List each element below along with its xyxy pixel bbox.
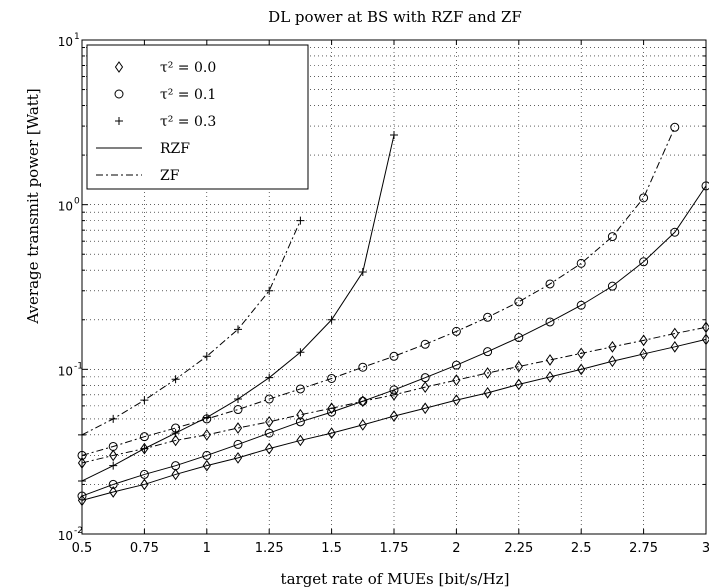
legend-label: τ² = 0.0 [160, 60, 216, 76]
y-tick-label-exponent: 1 [74, 32, 80, 42]
y-tick-label-exponent: -1 [74, 361, 83, 371]
x-tick-label: 2 [452, 541, 460, 556]
legend-label: RZF [160, 141, 190, 157]
x-tick-label: 1.75 [380, 541, 409, 556]
x-tick-label: 1.5 [321, 541, 342, 556]
y-tick-label: 10 [58, 529, 73, 543]
x-tick-label: 2.75 [629, 541, 658, 556]
x-tick-label: 1.25 [255, 541, 284, 556]
y-axis-label: Average transmit power [Watt] [24, 88, 42, 324]
legend-label: τ² = 0.3 [160, 114, 216, 130]
legend-label: ZF [160, 168, 180, 184]
x-tick-label: 3 [702, 541, 709, 556]
y-tick-label: 10 [58, 35, 73, 49]
x-tick-label: 0.75 [130, 541, 159, 556]
x-axis-label: target rate of MUEs [bit/s/Hz] [281, 570, 510, 588]
y-tick-label-exponent: -2 [74, 526, 83, 536]
legend-label: τ² = 0.1 [160, 87, 216, 103]
y-tick-label: 10 [58, 364, 73, 378]
x-tick-label: 2.25 [504, 541, 533, 556]
x-tick-label: 0.5 [72, 541, 93, 556]
y-tick-label-exponent: 0 [74, 197, 80, 207]
y-tick-label: 10 [58, 200, 73, 214]
x-tick-label: 1 [203, 541, 211, 556]
x-tick-label: 2.5 [571, 541, 592, 556]
legend: τ² = 0.0 τ² = 0.1 τ² = 0.3 RZF ZF [87, 45, 308, 189]
chart-title: DL power at BS with RZF and ZF [268, 8, 522, 26]
